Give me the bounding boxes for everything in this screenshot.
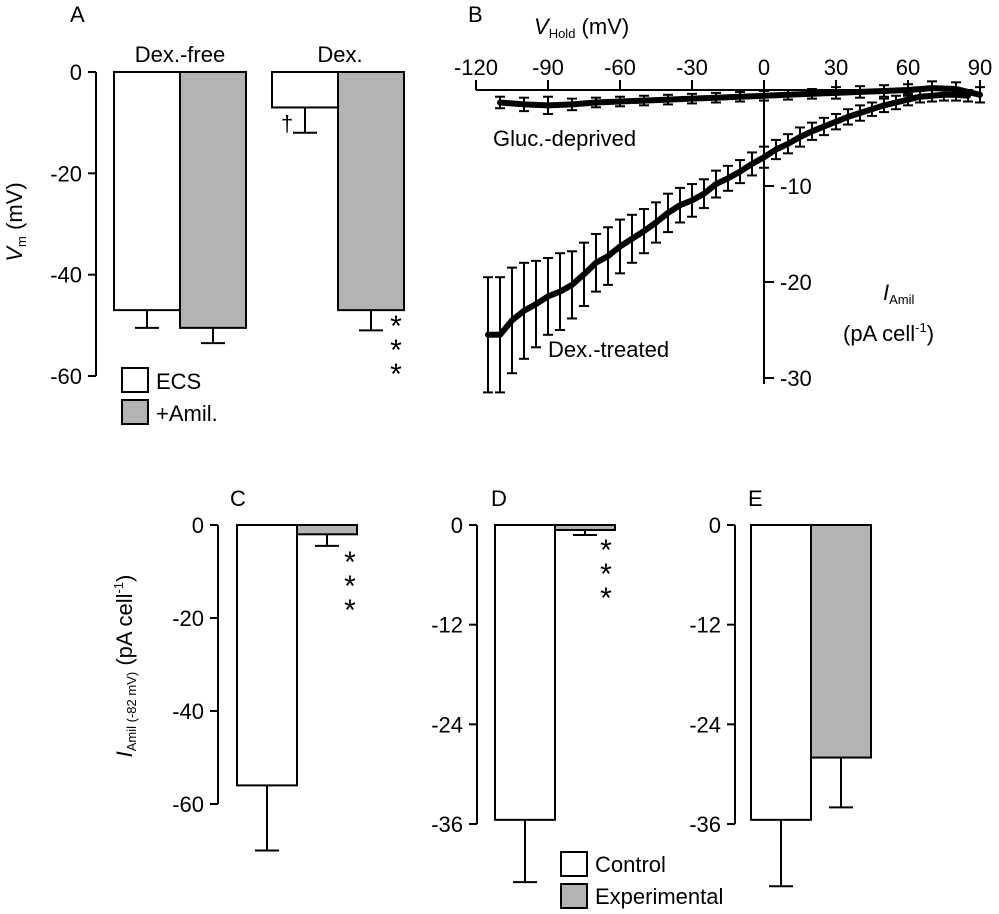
x-tick-label: -30 (676, 55, 708, 80)
ylabel-sub: Amil (889, 292, 914, 307)
dagger-annotation: † (281, 111, 293, 136)
y-tick-label: 0 (192, 513, 204, 538)
panel-d-stars: * * * (600, 534, 612, 615)
bar-empty-1 (271, 71, 339, 109)
panel-b-yunit: (pA cell-1) (843, 320, 934, 346)
y-tick-label: -20 (172, 606, 204, 631)
y-tick-label: -40 (172, 699, 204, 724)
y-tick-label: -60 (50, 364, 82, 389)
ylabel-sub: Amil (-82 mV) (124, 672, 139, 751)
y-tick-label: -12 (689, 613, 721, 638)
y-tick-label: -20 (50, 161, 82, 186)
ylabel-var: I (883, 280, 889, 305)
legend-a: ECS +Amil. (121, 367, 218, 426)
legend-swatch-ecs (121, 367, 149, 393)
bar-control (236, 524, 298, 787)
panel-b-ylabel: IAmil (883, 280, 915, 307)
series-label-dex-treated: Dex.-treated (548, 337, 669, 362)
legend-swatch-experimental (560, 883, 588, 909)
significance-star: * (600, 582, 612, 615)
ylabel-var: I (112, 751, 137, 757)
significance-star: * (390, 358, 402, 391)
legend-swatch-control (560, 851, 588, 877)
series-line-dex-treated (485, 91, 971, 338)
yunit-sup: -1 (915, 320, 927, 335)
x-tick-label: 0 (758, 55, 770, 80)
y-tick-label: -36 (689, 812, 721, 837)
ylabel-unit-pre: (pA cell (112, 594, 137, 672)
yunit-post: ) (927, 321, 934, 346)
significance-star: * (344, 594, 356, 627)
bar-experimental (554, 524, 616, 531)
ylabel-unit-post: ) (112, 575, 137, 582)
significance-star: * (600, 534, 612, 567)
bar-experimental (810, 524, 872, 759)
xlabel-unit: (mV) (575, 14, 629, 39)
panel-e-letter: E (748, 486, 763, 511)
y-tick-label: -10 (780, 174, 812, 199)
bar-filled-0 (179, 71, 247, 329)
y-tick-label: 0 (70, 60, 82, 85)
legend-label-control: Control (595, 852, 666, 877)
y-tick-label: -24 (431, 712, 463, 737)
significance-star: * (390, 310, 402, 343)
legend-label-amil: +Amil. (156, 401, 218, 426)
y-tick-label: -36 (431, 812, 463, 837)
series-line-gluc-deprived (497, 85, 983, 109)
significance-star: * (344, 546, 356, 579)
panel-a-ylabel: Vm (mV) (2, 182, 29, 261)
y-tick-label: -12 (431, 613, 463, 638)
xlabel-sub: Hold (549, 26, 576, 41)
legend-swatch-amil (121, 399, 149, 425)
panel-e: E 0 -12 -24 -36 (689, 486, 872, 888)
y-tick-label: 0 (709, 513, 721, 538)
panel-d-letter: D (491, 486, 507, 511)
panel-c-ylabel: IAmil (-82 mV) (pA cell-1) (111, 575, 139, 758)
y-tick-label: -24 (689, 712, 721, 737)
bar-control (750, 524, 812, 821)
x-tick-label: 90 (968, 55, 992, 80)
panel-b-xlabel: VHold (mV) (534, 14, 629, 41)
panel-d: D 0 -12 -24 -36 * * * (431, 486, 616, 884)
group-label-dex: Dex. (317, 42, 362, 67)
legend-label-ecs: ECS (156, 369, 201, 394)
panel-a: A 0 -20 -40 -60 Dex.-free Dex. † * * * Vm (… (2, 2, 405, 426)
ylabel-sub: m (14, 236, 29, 247)
panel-b-letter: B (468, 2, 483, 27)
x-tick-label: 30 (824, 55, 848, 80)
panel-c-letter: C (230, 486, 246, 511)
legend-label-experimental: Experimental (595, 884, 723, 909)
x-tick-label: -90 (532, 55, 564, 80)
y-tick-label: -30 (780, 366, 812, 391)
ylabel-unit-sup: -1 (111, 582, 126, 594)
legend-bottom: Control Experimental (560, 851, 723, 909)
group-label-dex-free: Dex.-free (135, 42, 225, 67)
panel-c-stars: * * * (344, 546, 356, 627)
panel-c: C 0 -20 -40 -60 * * * IAmil (-82 mV) (pA ce… (111, 486, 358, 852)
ylabel-var: V (2, 245, 27, 262)
significance-star: * (600, 558, 612, 591)
y-tick-label: -40 (50, 263, 82, 288)
x-tick-label: -60 (604, 55, 636, 80)
series-label-gluc-deprived: Gluc.-deprived (493, 126, 636, 151)
bar-empty-0 (113, 71, 181, 312)
x-tick-label: 60 (896, 55, 920, 80)
yunit-pre: (pA cell (843, 321, 915, 346)
ylabel-unit: (mV) (2, 182, 27, 236)
y-tick-label: -60 (172, 792, 204, 817)
panel-a-letter: A (70, 2, 85, 27)
bar-experimental (296, 524, 358, 536)
bar-filled-1 (337, 71, 405, 312)
bar-control (494, 524, 556, 821)
significance-star: * (344, 570, 356, 603)
panel-b: B VHold (mV) -120 -90 -60 -30 0 30 60 90 -10 -20 -… (454, 2, 992, 394)
y-tick-label: 0 (451, 513, 463, 538)
y-tick-label: -20 (780, 270, 812, 295)
significance-star: * (390, 334, 402, 367)
x-tick-label: -120 (454, 55, 498, 80)
xlabel-var: V (534, 14, 551, 39)
panel-a-stars: * * * (390, 310, 402, 391)
